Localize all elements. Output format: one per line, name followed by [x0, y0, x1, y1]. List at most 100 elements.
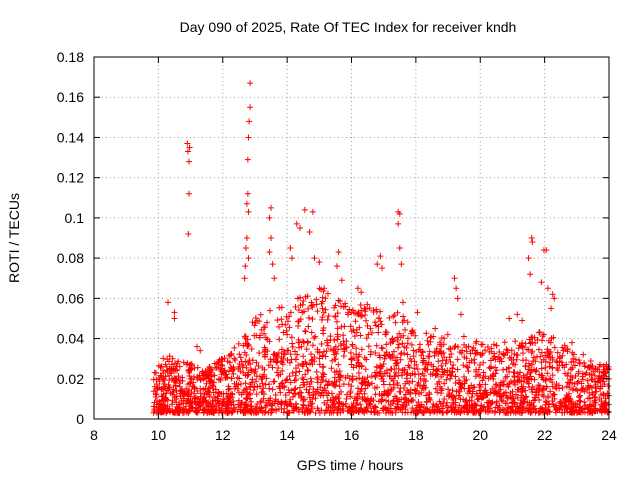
data-point: [482, 347, 489, 354]
data-point: [454, 295, 461, 302]
data-point: [481, 403, 488, 410]
data-point: [317, 384, 324, 391]
data-point: [287, 396, 294, 403]
data-point: [399, 340, 406, 347]
data-point: [318, 316, 325, 323]
data-point: [313, 368, 320, 375]
data-point: [512, 338, 519, 345]
data-point: [286, 373, 293, 380]
data-point: [166, 366, 173, 373]
data-point: [306, 381, 313, 388]
data-point: [242, 245, 249, 252]
data-point: [261, 347, 268, 354]
data-point: [334, 325, 341, 332]
data-point: [548, 305, 555, 312]
data-point: [289, 393, 296, 400]
data-point: [426, 348, 433, 355]
data-point: [507, 405, 514, 412]
data-point: [308, 351, 315, 358]
data-point: [411, 358, 418, 365]
data-point: [309, 316, 316, 323]
data-point: [524, 346, 531, 353]
data-point: [247, 390, 254, 397]
data-point: [169, 391, 176, 398]
data-point: [241, 349, 248, 356]
data-point: [551, 395, 558, 402]
data-point: [333, 378, 340, 385]
data-point: [347, 388, 354, 395]
data-point: [195, 401, 202, 408]
data-point: [389, 338, 396, 345]
data-point: [424, 406, 431, 413]
data-point: [344, 408, 351, 415]
data-point: [247, 381, 254, 388]
data-point: [354, 391, 361, 398]
data-point: [570, 385, 577, 392]
data-point: [576, 359, 583, 366]
data-point: [355, 369, 362, 376]
data-point: [493, 367, 500, 374]
data-point: [246, 408, 253, 415]
data-point: [334, 394, 341, 401]
data-point: [321, 285, 328, 292]
data-point: [262, 408, 269, 415]
data-point: [397, 334, 404, 341]
data-point: [295, 336, 302, 343]
data-point: [277, 389, 284, 396]
data-point: [279, 321, 286, 328]
data-point: [525, 409, 532, 416]
data-point: [581, 405, 588, 412]
data-point: [185, 190, 192, 197]
data-point: [528, 235, 535, 241]
data-point: [237, 354, 244, 361]
data-point: [157, 372, 164, 379]
data-point: [244, 394, 251, 401]
data-point: [275, 372, 282, 379]
data-point: [348, 383, 355, 390]
data-point: [281, 384, 288, 391]
data-point: [428, 333, 435, 340]
data-point: [257, 399, 264, 406]
data-point: [489, 385, 496, 392]
data-point: [545, 354, 552, 361]
data-point: [220, 396, 227, 403]
data-point: [544, 285, 551, 292]
data-point: [332, 349, 339, 356]
data-point: [244, 156, 251, 163]
data-point: [257, 311, 264, 318]
grid-lines: [94, 57, 609, 419]
x-tick-label: 24: [601, 427, 617, 443]
data-point: [309, 342, 316, 349]
data-point: [504, 349, 511, 356]
data-point: [192, 405, 199, 412]
data-point: [531, 376, 538, 383]
data-point: [253, 359, 260, 366]
data-point: [377, 318, 384, 325]
data-point: [477, 384, 484, 391]
data-point: [437, 383, 444, 390]
data-point: [260, 385, 267, 392]
data-point: [400, 403, 407, 410]
data-point: [323, 348, 330, 355]
data-point: [427, 338, 434, 345]
data-point: [598, 398, 605, 405]
data-point: [307, 375, 314, 382]
data-point: [456, 387, 463, 394]
data-point: [361, 305, 368, 312]
data-point: [227, 399, 234, 406]
data-point: [311, 255, 318, 262]
data-point: [367, 351, 374, 358]
data-point: [387, 366, 394, 373]
data-point: [487, 357, 494, 364]
data-point: [380, 381, 387, 388]
data-point: [359, 375, 366, 382]
data-point: [420, 409, 427, 416]
data-point: [259, 389, 266, 396]
data-point: [361, 354, 368, 361]
data-point: [536, 329, 543, 336]
data-point: [391, 393, 398, 400]
data-point: [482, 392, 489, 399]
data-point: [432, 325, 439, 332]
data-point: [605, 383, 612, 390]
data-point: [166, 377, 173, 384]
